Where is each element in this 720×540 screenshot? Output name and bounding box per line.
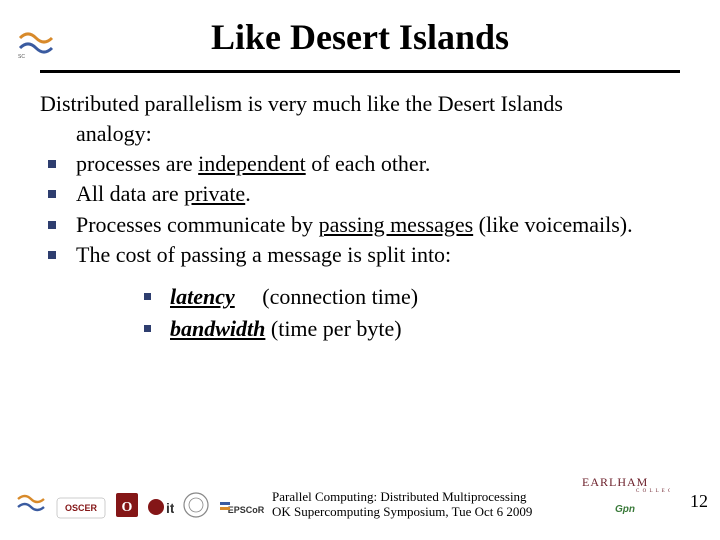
bullet-2-pre: All data are bbox=[76, 181, 184, 206]
bullet-3-pre: Processes communicate by bbox=[76, 212, 319, 237]
bullet-1-pre: processes are bbox=[76, 151, 198, 176]
sub-2-desc: (time per byte) bbox=[271, 316, 402, 341]
gpn-logo: Gpn bbox=[605, 501, 645, 520]
svg-text:OSCER: OSCER bbox=[65, 503, 98, 513]
bullet-2-u: private bbox=[184, 181, 245, 206]
sub-1-term: latency bbox=[170, 284, 235, 309]
earlham-logo: EARLHAM C O L L E G E bbox=[580, 472, 670, 499]
intro-line-2: analogy: bbox=[40, 120, 680, 148]
slide-footer: OSCER O it bbox=[0, 474, 720, 524]
bullet-square-icon bbox=[144, 293, 151, 300]
bullet-3: Processes communicate by passing message… bbox=[40, 211, 680, 239]
bullet-square-icon bbox=[48, 221, 56, 229]
sub-bullet-2: bandwidth (time per byte) bbox=[140, 315, 680, 343]
slide-content: Distributed parallelism is very much lik… bbox=[40, 90, 680, 347]
svg-text:EARLHAM: EARLHAM bbox=[582, 475, 648, 489]
title-underline bbox=[40, 70, 680, 73]
bullet-4-pre: The cost of passing a message is split i… bbox=[76, 242, 451, 267]
bullet-1-post: of each other. bbox=[306, 151, 431, 176]
sub-bullet-1: latency (connection time) bbox=[140, 283, 680, 311]
svg-text:Gpn: Gpn bbox=[615, 504, 635, 515]
bullet-square-icon bbox=[48, 251, 56, 259]
bullet-4: The cost of passing a message is split i… bbox=[40, 241, 680, 269]
it-logo: it bbox=[148, 495, 174, 524]
seal-logo bbox=[182, 491, 210, 524]
bullet-1-u: independent bbox=[198, 151, 306, 176]
bullet-square-icon bbox=[48, 160, 56, 168]
svg-text:O: O bbox=[122, 500, 133, 515]
intro-line-1: Distributed parallelism is very much lik… bbox=[40, 90, 680, 118]
bullet-1: processes are independent of each other. bbox=[40, 150, 680, 178]
oscer-logo: OSCER bbox=[56, 497, 106, 524]
ou-logo: O bbox=[114, 491, 140, 524]
bullet-square-icon bbox=[48, 190, 56, 198]
svg-text:it: it bbox=[166, 500, 174, 516]
svg-text:EPSCoR: EPSCoR bbox=[228, 505, 265, 515]
bullet-2-post: . bbox=[245, 181, 251, 206]
footer-line-1: Parallel Computing: Distributed Multipro… bbox=[272, 489, 532, 505]
footer-line-2: OK Supercomputing Symposium, Tue Oct 6 2… bbox=[272, 504, 532, 520]
slide-title: Like Desert Islands bbox=[0, 16, 720, 58]
sub-1-desc: (connection time) bbox=[262, 284, 418, 309]
epscor-logo: EPSCoR bbox=[218, 499, 274, 524]
bullet-square-icon bbox=[144, 325, 151, 332]
sub-2-term: bandwidth bbox=[170, 316, 265, 341]
page-number: 12 bbox=[690, 491, 708, 512]
sc-logo-footer bbox=[14, 491, 48, 524]
footer-text: Parallel Computing: Distributed Multipro… bbox=[272, 489, 532, 520]
bullet-2: All data are private. bbox=[40, 180, 680, 208]
svg-text:C O L L E G E: C O L L E G E bbox=[636, 489, 670, 494]
sub-1-pad bbox=[235, 284, 263, 309]
footer-logos-right: EARLHAM C O L L E G E Gpn bbox=[580, 472, 670, 520]
bullet-3-post: (like voicemails). bbox=[473, 212, 632, 237]
footer-logos-left: OSCER O it bbox=[14, 491, 274, 524]
bullet-3-u: passing messages bbox=[319, 212, 474, 237]
